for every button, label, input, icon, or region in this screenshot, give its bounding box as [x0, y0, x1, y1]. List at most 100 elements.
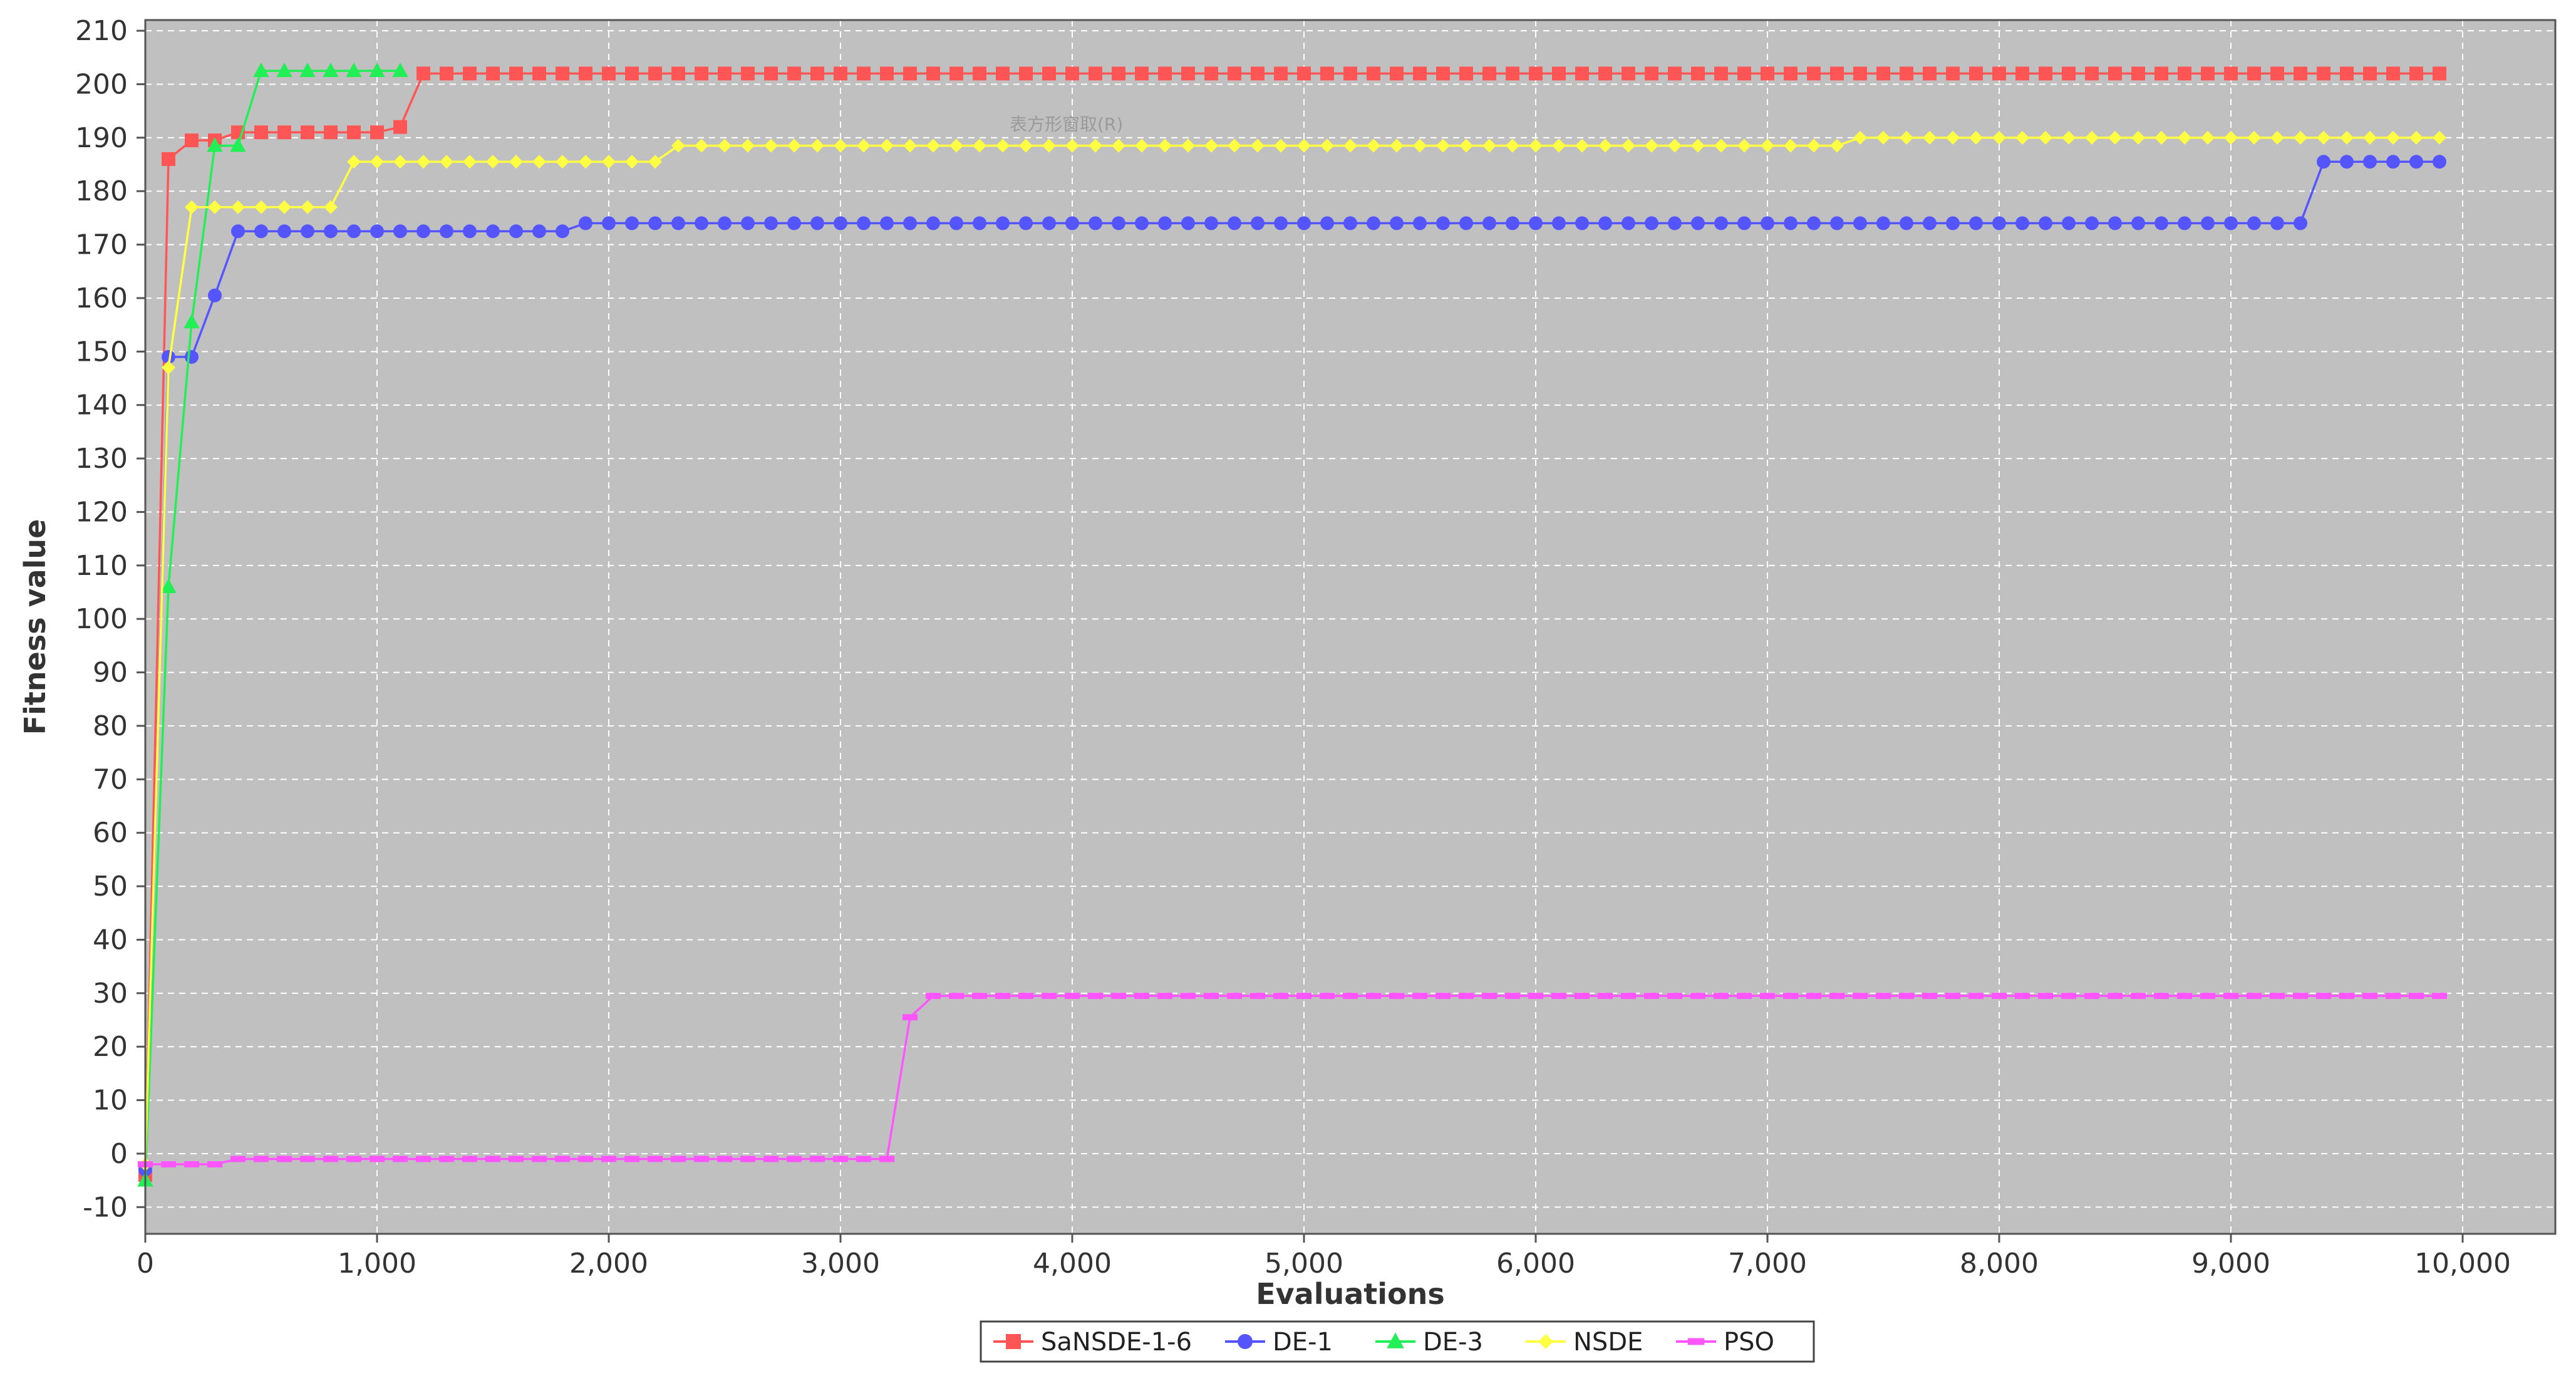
data-point: [834, 66, 847, 81]
y-tick-label: 180: [75, 175, 128, 207]
data-point: [2223, 993, 2239, 1000]
data-point: [857, 216, 871, 230]
data-point: [1761, 66, 1774, 81]
data-point: [299, 1156, 316, 1162]
data-point: [2363, 130, 2377, 145]
data-point: [1552, 138, 1566, 153]
data-point: [1598, 138, 1612, 153]
data-point: [2433, 130, 2446, 145]
data-point: [718, 66, 732, 81]
data-point: [741, 66, 755, 81]
data-point: [786, 1156, 802, 1162]
data-point: [1830, 138, 1844, 153]
data-point: [1761, 216, 1774, 230]
data-point: [1018, 993, 1034, 1000]
data-point: [324, 125, 338, 140]
data-point: [1946, 66, 1960, 81]
data-point: [1249, 993, 1266, 1000]
data-point: [1853, 130, 1867, 145]
data-point: [2176, 993, 2193, 1000]
legend-item: NSDE: [1526, 1328, 1643, 1357]
data-point: [2409, 155, 2423, 169]
series-nsde: [138, 130, 2446, 1172]
y-tick-label: 110: [75, 550, 128, 582]
data-point: [1598, 216, 1612, 230]
data-point: [1135, 66, 1149, 81]
data-point: [1320, 216, 1334, 230]
data-point: [531, 1156, 547, 1162]
data-point: [1481, 993, 1497, 1000]
x-tick-label: 3,000: [801, 1248, 880, 1280]
data-point: [1574, 993, 1590, 1000]
data-point: [601, 1156, 617, 1162]
data-point: [764, 216, 778, 230]
data-point: [160, 578, 177, 593]
data-point: [1529, 216, 1543, 230]
data-point: [1436, 66, 1450, 81]
data-point: [2362, 993, 2378, 1000]
data-point: [1135, 138, 1149, 153]
data-point: [925, 993, 941, 1000]
data-point: [971, 993, 988, 1000]
data-point: [370, 125, 384, 140]
data-point: [1876, 216, 1890, 230]
data-point: [2270, 66, 2284, 81]
x-tick-label: 2,000: [569, 1248, 648, 1280]
data-point: [1089, 216, 1102, 230]
data-point: [532, 224, 546, 239]
data-point: [1110, 993, 1127, 1000]
data-point: [625, 216, 639, 230]
data-point: [1807, 138, 1821, 153]
data-point: [1645, 216, 1658, 230]
data-point: [160, 1161, 177, 1167]
data-point: [2340, 66, 2354, 81]
data-point: [2247, 66, 2261, 81]
data-point: [1274, 66, 1288, 81]
data-point: [2315, 993, 2332, 1000]
data-point: [1296, 993, 1312, 1000]
data-point: [1436, 216, 1450, 230]
data-point: [2409, 130, 2423, 145]
data-point: [2201, 130, 2215, 145]
data-point: [1158, 138, 1172, 153]
y-tick-label: 0: [110, 1138, 128, 1170]
data-point: [1042, 66, 1056, 81]
data-point: [2153, 993, 2170, 1000]
y-tick-label: 80: [93, 710, 128, 742]
data-point: [2224, 130, 2238, 145]
data-point: [1736, 993, 1752, 1000]
data-point: [810, 138, 824, 153]
legend-label: PSO: [1724, 1328, 1774, 1357]
data-point: [1969, 130, 1983, 145]
data-point: [1690, 993, 1706, 1000]
data-point: [1713, 993, 1729, 1000]
data-point: [1458, 993, 1474, 1000]
data-point: [1274, 138, 1288, 153]
data-point: [2224, 216, 2238, 230]
data-point: [1367, 138, 1380, 153]
data-point: [1041, 993, 1057, 1000]
data-point: [1992, 216, 2006, 230]
data-point: [2339, 993, 2355, 1000]
data-point: [2015, 216, 2029, 230]
x-tick-label: 10,000: [2414, 1248, 2511, 1280]
data-point: [440, 66, 453, 81]
data-point: [2062, 66, 2076, 81]
data-point: [2131, 216, 2145, 230]
data-point: [2062, 216, 2076, 230]
data-point: [1737, 66, 1751, 81]
legend-swatch-marker: [1387, 1332, 1404, 1348]
data-point: [2154, 66, 2168, 81]
data-point: [347, 224, 361, 239]
legend-label: NSDE: [1573, 1328, 1643, 1357]
data-point: [1089, 138, 1102, 153]
data-point: [207, 137, 223, 152]
data-point: [1042, 216, 1056, 230]
data-point: [1668, 216, 1682, 230]
data-point: [670, 1156, 686, 1162]
data-point: [1413, 216, 1427, 230]
data-point: [695, 216, 708, 230]
y-tick-label: 120: [75, 496, 128, 528]
data-point: [392, 1156, 408, 1162]
data-point: [184, 314, 200, 329]
